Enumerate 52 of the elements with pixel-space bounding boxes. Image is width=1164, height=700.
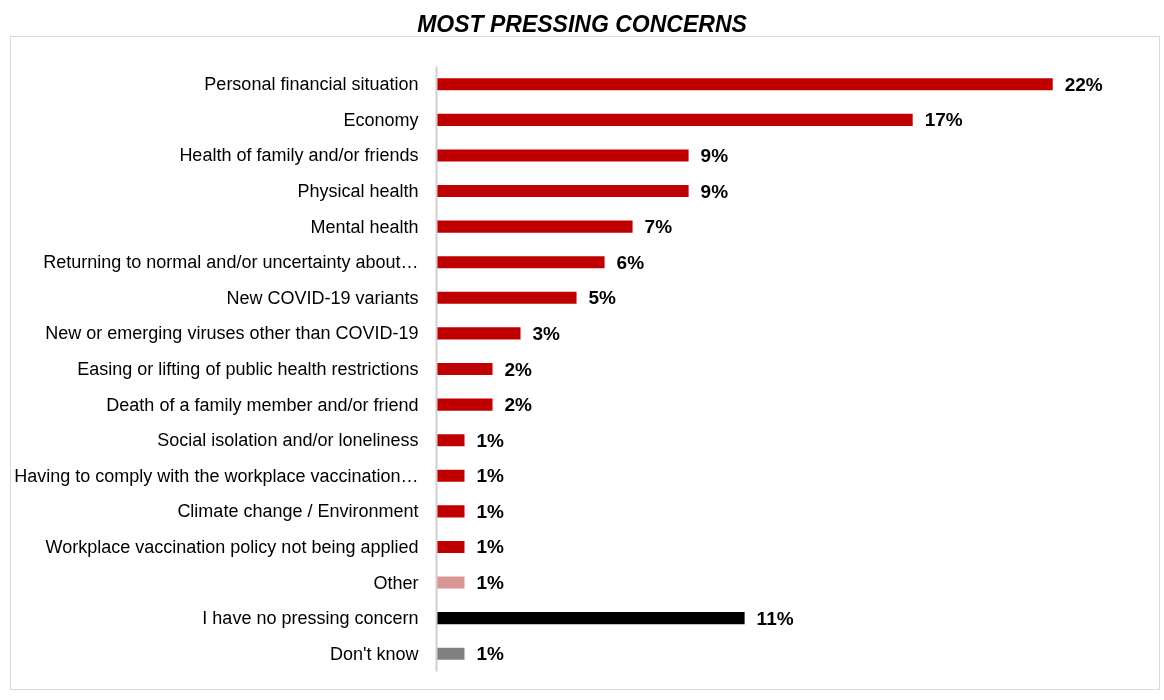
data-label: 2% — [504, 358, 533, 380]
bar — [436, 256, 605, 269]
y-tick-label: Workplace vaccination policy not being applied — [45, 536, 419, 557]
y-tick-label: Health of family and/or friends — [179, 145, 419, 166]
data-label: 2% — [504, 394, 533, 416]
y-tick-label: New COVID-19 variants — [226, 287, 419, 308]
data-label: 6% — [616, 251, 645, 273]
data-label: 1% — [476, 465, 505, 487]
bar — [436, 612, 745, 625]
y-tick-label: Personal financial situation — [204, 74, 419, 95]
bar — [436, 185, 689, 198]
y-tick-label: Mental health — [310, 216, 419, 237]
bar — [436, 113, 913, 126]
y-tick-label: Don't know — [330, 643, 420, 664]
data-label: 17% — [924, 109, 963, 131]
data-label: 1% — [476, 429, 505, 451]
y-tick-label: Easing or lifting of public health restrictions — [77, 359, 419, 379]
bar — [436, 434, 465, 447]
data-label: 3% — [532, 322, 561, 344]
bar — [436, 78, 1053, 91]
data-label: 1% — [476, 643, 505, 665]
y-tick-label: Social isolation and/or loneliness — [157, 430, 419, 451]
bar — [436, 540, 465, 553]
bar — [436, 327, 521, 340]
data-label: 5% — [588, 287, 617, 309]
data-label: 7% — [644, 216, 673, 238]
data-label: 9% — [700, 180, 729, 202]
y-tick-label: New or emerging viruses other than COVID-19 — [45, 323, 419, 344]
bar — [436, 220, 633, 233]
bar — [436, 362, 493, 376]
y-tick-label: Other — [373, 572, 419, 593]
data-label: 1% — [476, 572, 505, 594]
bar — [436, 576, 465, 589]
y-tick-label: Economy — [343, 109, 419, 130]
y-tick-label: Death of a family member and/or friend — [106, 394, 419, 415]
y-tick-label: Physical health — [297, 181, 419, 202]
bar — [436, 469, 465, 482]
data-label: 11% — [756, 607, 794, 629]
data-label: 1% — [476, 500, 505, 522]
y-tick-label: I have no pressing concern — [202, 608, 419, 629]
chart-title: MOST PRESSING CONCERNS — [417, 10, 747, 39]
data-label: 9% — [700, 144, 729, 166]
bar — [436, 291, 577, 304]
bar — [436, 149, 689, 162]
bar — [436, 505, 465, 518]
bar — [436, 647, 465, 660]
bar — [436, 398, 493, 411]
data-label: 22% — [1064, 73, 1103, 95]
data-label: 1% — [476, 536, 505, 558]
y-tick-label: Having to comply with the workplace vaccination… — [14, 465, 419, 486]
y-tick-label: Returning to normal and/or uncertainty about… — [43, 252, 419, 273]
y-tick-label: Climate change / Environment — [177, 501, 419, 522]
